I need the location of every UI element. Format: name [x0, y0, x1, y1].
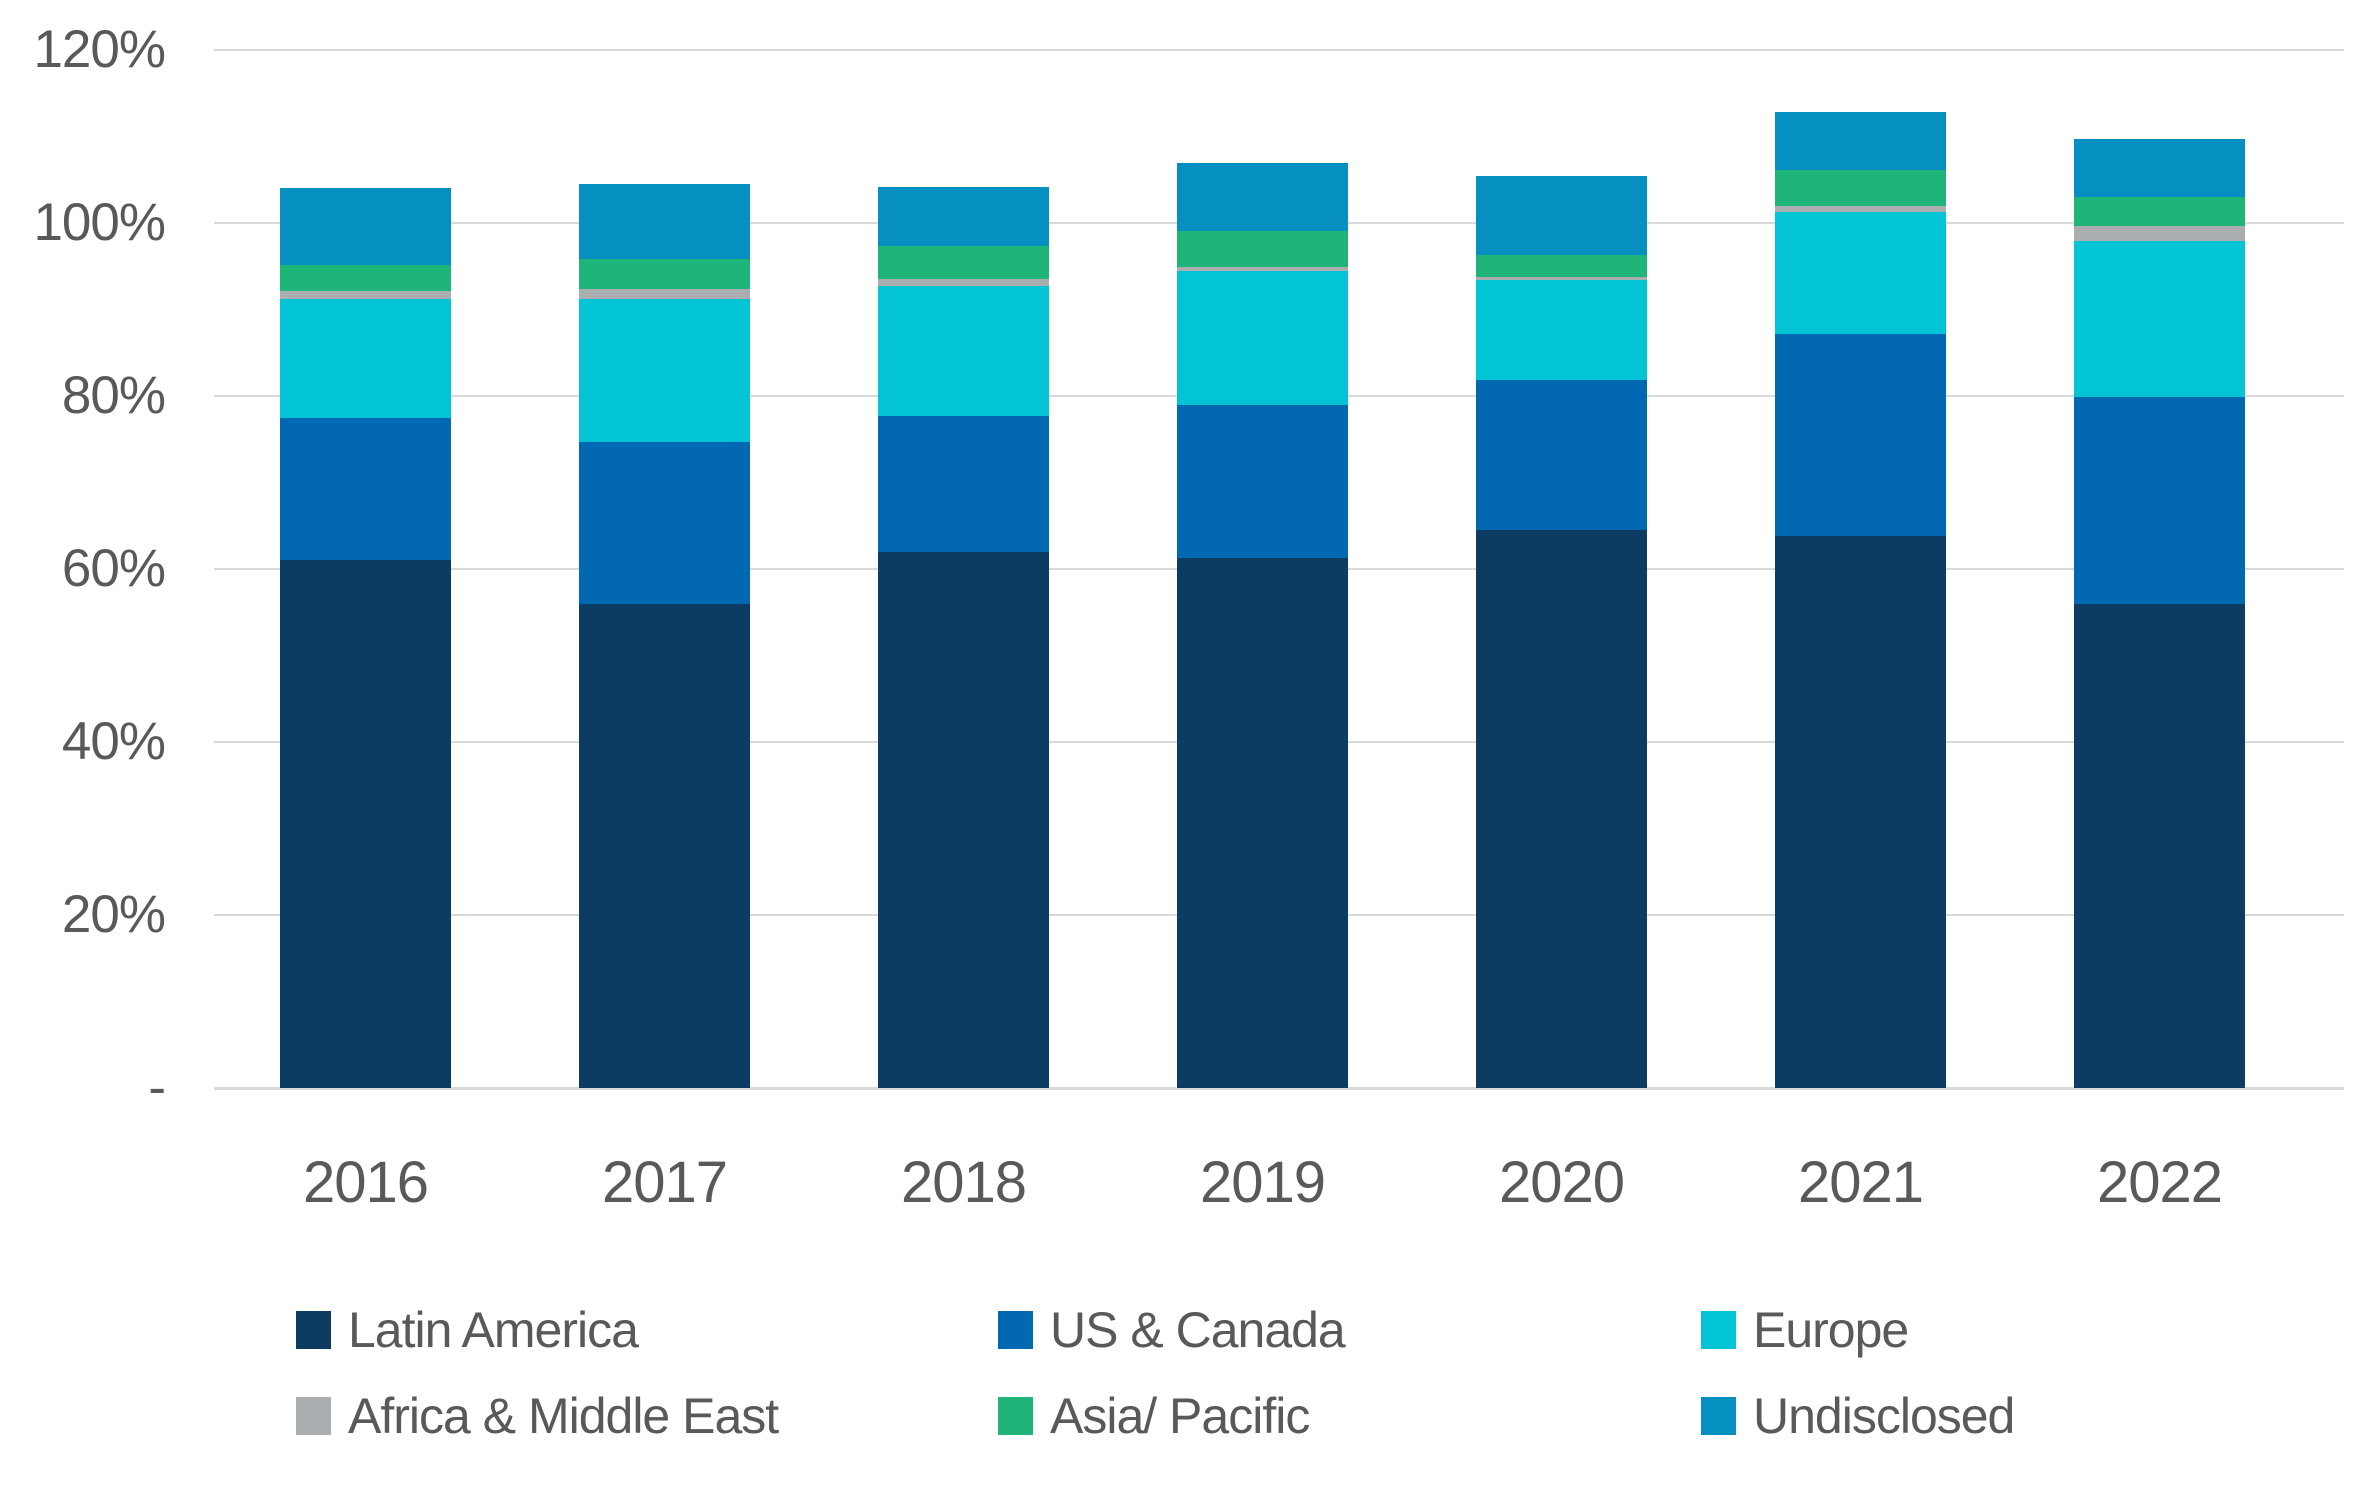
- legend-item: Latin America: [296, 1302, 639, 1358]
- y-tick-label: 20%: [61, 885, 166, 944]
- y-axis-labels: 120% 100% 80% 60% 40% 20% -: [0, 20, 166, 1117]
- bar-slot-2021: [1711, 50, 2010, 1088]
- bar-2021: [1775, 112, 1946, 1088]
- bar-segment: [280, 560, 451, 1088]
- legend-item: Undisclosed: [1701, 1388, 2015, 1444]
- bar-segment: [579, 288, 750, 300]
- y-tick-label: 80%: [61, 366, 166, 425]
- bar-segment: [2074, 396, 2245, 604]
- y-tick-label: 120%: [33, 20, 166, 79]
- bar-slot-2022: [2010, 50, 2309, 1088]
- legend-label: Latin America: [348, 1302, 639, 1358]
- bar-segment: [1476, 276, 1647, 281]
- legend-swatch: [998, 1397, 1033, 1435]
- x-tick-label: 2022: [2096, 1150, 2223, 1215]
- x-axis-labels: 2016 2017 2018 2019 2020 2021 2022: [216, 1152, 2309, 1232]
- legend-label: Europe: [1753, 1302, 1909, 1358]
- bar-segment: [1775, 536, 1946, 1088]
- bar-slot-2016: [216, 50, 515, 1088]
- legend-label: Undisclosed: [1753, 1388, 2015, 1444]
- bar-segment: [2074, 241, 2245, 397]
- bar-segment: [579, 184, 750, 260]
- bar-segment: [1177, 270, 1348, 405]
- bar-segment: [878, 246, 1049, 280]
- legend-swatch: [998, 1311, 1033, 1349]
- bar-segment: [1177, 230, 1348, 268]
- bar-segment: [1476, 176, 1647, 256]
- bar-segment: [2074, 197, 2245, 226]
- bar-segment: [1476, 380, 1647, 531]
- bar-segment: [1775, 211, 1946, 334]
- bar-segment: [280, 265, 451, 292]
- bar-segment: [1775, 112, 1946, 171]
- bar-segment: [579, 259, 750, 289]
- bar-2020: [1476, 176, 1647, 1088]
- legend-label: US & Canada: [1050, 1302, 1346, 1358]
- bar-segment: [1775, 170, 1946, 206]
- bar-segment: [1177, 163, 1348, 231]
- bar-2016: [280, 187, 451, 1088]
- legend-item: Africa & Middle East: [296, 1388, 779, 1444]
- bar-segment: [1476, 280, 1647, 381]
- y-tick-label: 60%: [61, 539, 166, 598]
- bar-segment: [2074, 225, 2245, 242]
- bar-slot-2019: [1113, 50, 1412, 1088]
- legend-item: Asia/ Pacific: [998, 1388, 1310, 1444]
- bar-segment: [1177, 557, 1348, 1088]
- y-tick-label: 100%: [33, 193, 166, 252]
- x-tick-label: 2017: [601, 1150, 728, 1215]
- bar-segment: [878, 286, 1049, 416]
- bar-segment: [1476, 530, 1647, 1088]
- legend-swatch: [1701, 1311, 1736, 1349]
- bar-2019: [1177, 163, 1348, 1088]
- bar-segment: [280, 187, 451, 266]
- bar-segment: [878, 551, 1049, 1088]
- bar-slot-2017: [515, 50, 814, 1088]
- bar-segment: [579, 299, 750, 442]
- legend-item: Europe: [1701, 1302, 1909, 1358]
- x-tick-label: 2019: [1199, 1150, 1326, 1215]
- bar-segment: [1476, 255, 1647, 277]
- x-tick-label: 2018: [900, 1150, 1027, 1215]
- bar-segment: [579, 441, 750, 604]
- bar-segment: [579, 603, 750, 1088]
- legend-swatch: [296, 1311, 331, 1349]
- plot-bars: [216, 50, 2309, 1088]
- x-tick-label: 2016: [302, 1150, 429, 1215]
- bar-segment: [878, 279, 1049, 287]
- gridline: [214, 1087, 2344, 1090]
- bar-2017: [579, 184, 750, 1088]
- bar-segment: [2074, 139, 2245, 198]
- bar-2018: [878, 186, 1049, 1088]
- legend-label: Africa & Middle East: [348, 1388, 779, 1444]
- legend-label: Asia/ Pacific: [1050, 1388, 1310, 1444]
- bar-segment: [878, 415, 1049, 552]
- bar-segment: [280, 299, 451, 418]
- bar-segment: [878, 186, 1049, 247]
- bar-segment: [280, 291, 451, 300]
- bar-segment: [280, 417, 451, 561]
- bar-segment: [2074, 603, 2245, 1088]
- legend-swatch: [296, 1397, 331, 1435]
- bar-slot-2020: [1412, 50, 1711, 1088]
- bar-segment: [1177, 404, 1348, 558]
- bar-slot-2018: [814, 50, 1113, 1088]
- x-tick-label: 2020: [1498, 1150, 1625, 1215]
- bar-segment: [1775, 205, 1946, 212]
- gridline: [214, 49, 2344, 51]
- bar-segment: [1177, 267, 1348, 271]
- legend-item: US & Canada: [998, 1302, 1346, 1358]
- y-tick-label: -: [148, 1058, 166, 1117]
- x-tick-label: 2021: [1797, 1150, 1924, 1215]
- y-tick-label: 40%: [61, 712, 166, 771]
- legend-swatch: [1701, 1397, 1736, 1435]
- bar-segment: [1775, 333, 1946, 537]
- bar-2022: [2074, 139, 2245, 1088]
